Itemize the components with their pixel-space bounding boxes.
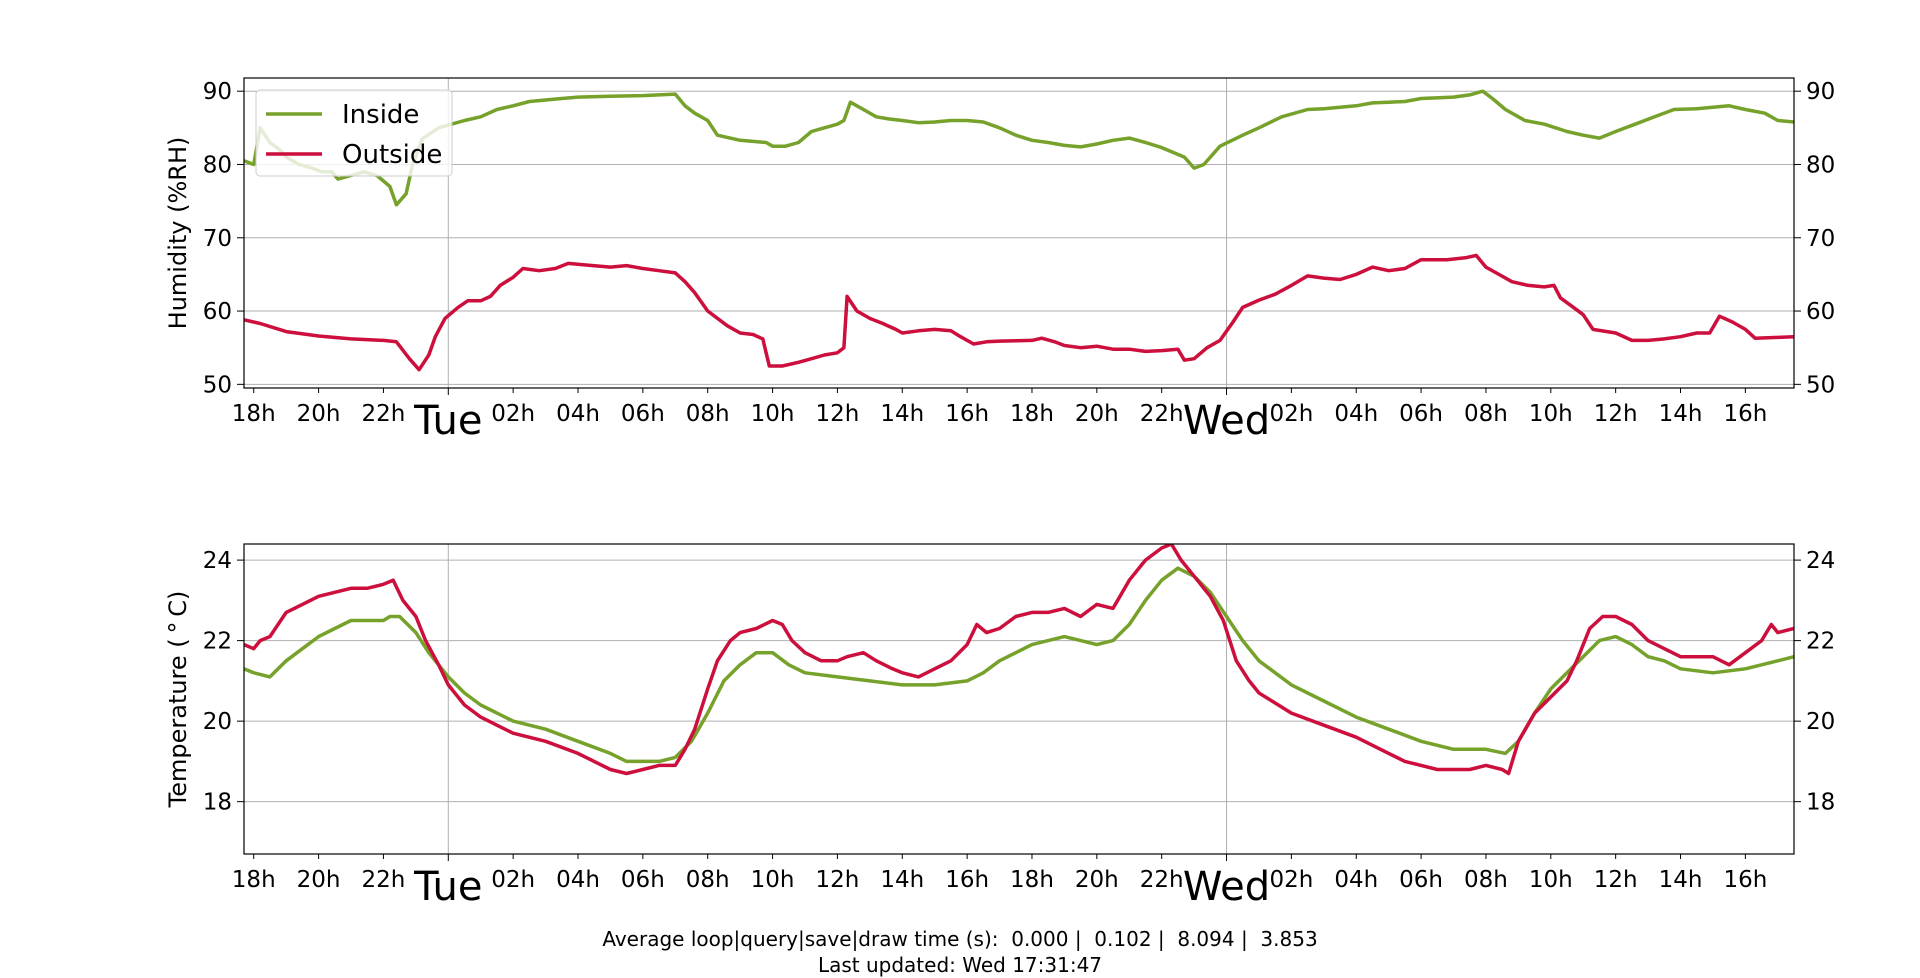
- series-line-inside: [244, 89, 1794, 207]
- plot-frame: [243, 543, 1795, 855]
- x-tick-label: 10h: [1529, 401, 1573, 427]
- x-tick-label: 14h: [880, 867, 924, 893]
- day-label: Tue: [413, 864, 482, 910]
- y-tick-label-left: 20: [203, 709, 232, 735]
- legend-label-outside: Outside: [342, 140, 442, 170]
- x-tick-label: 02h: [1269, 867, 1313, 893]
- x-tick-label: 22h: [362, 867, 406, 893]
- temperature-chart: 18 18 20 20 22 22 24 24 Tue Wed 18h 20h 22h 02h 04h 06h…: [164, 543, 1835, 910]
- y-tick-label-left: 70: [203, 226, 232, 252]
- series-line-outside: [244, 544, 1794, 776]
- x-tick-label: 10h: [751, 401, 795, 427]
- y-tick-label-right: 20: [1806, 709, 1835, 735]
- y-tick-label-right: 60: [1806, 299, 1835, 325]
- x-tick-label: 14h: [880, 401, 924, 427]
- x-tick-label: 12h: [1594, 867, 1638, 893]
- plot-frame: [243, 77, 1795, 389]
- x-tick-label: 16h: [1723, 401, 1767, 427]
- y-tick-label-left: 24: [203, 548, 232, 574]
- x-tick-label: 14h: [1659, 401, 1703, 427]
- x-tick-label: 20h: [297, 867, 341, 893]
- x-tick-label: 02h: [1269, 401, 1313, 427]
- x-tick-label: 18h: [232, 867, 276, 893]
- x-tick-label: 02h: [491, 867, 535, 893]
- y-tick-label-right: 70: [1806, 226, 1835, 252]
- x-tick-label: 10h: [751, 867, 795, 893]
- day-label: Wed: [1183, 864, 1270, 910]
- x-tick-label: 04h: [556, 867, 600, 893]
- x-tick-label: 16h: [945, 401, 989, 427]
- x-tick-label: 06h: [1399, 867, 1443, 893]
- footer: Average loop|query|save|draw time (s): 0…: [0, 926, 1920, 978]
- series-line-outside: [244, 253, 1794, 372]
- y-tick-label-left: 18: [203, 790, 232, 816]
- legend-label-inside: Inside: [342, 100, 419, 130]
- x-tick-label: 08h: [686, 867, 730, 893]
- x-tick-label: 08h: [686, 401, 730, 427]
- x-tick-label: 20h: [1075, 401, 1119, 427]
- x-tick-label: 06h: [1399, 401, 1443, 427]
- x-tick-label: 02h: [491, 401, 535, 427]
- x-tick-label: 20h: [297, 401, 341, 427]
- x-tick-label: 06h: [621, 401, 665, 427]
- day-label: Wed: [1183, 398, 1270, 444]
- x-tick-label: 12h: [815, 867, 859, 893]
- x-tick-label: 06h: [621, 867, 665, 893]
- legend: Inside Outside: [255, 89, 453, 177]
- y-tick-label-left: 60: [203, 299, 232, 325]
- y-tick-label-right: 24: [1806, 548, 1835, 574]
- x-tick-label: 18h: [1010, 401, 1054, 427]
- x-tick-label: 04h: [1334, 401, 1378, 427]
- y-tick-label-right: 50: [1806, 372, 1835, 398]
- y-tick-label-left: 50: [203, 372, 232, 398]
- y-axis-label: Temperature ( ° C): [164, 591, 192, 809]
- day-label: Tue: [413, 398, 482, 444]
- x-tick-label: 22h: [362, 401, 406, 427]
- x-tick-label: 10h: [1529, 867, 1573, 893]
- y-axis-label: Humidity (%RH): [164, 137, 192, 330]
- x-tick-label: 20h: [1075, 867, 1119, 893]
- x-tick-label: 12h: [1594, 401, 1638, 427]
- humidity-chart: 50 50 60 60 70 70 80 80 90 90 Tue Wed 18h 20h 22h 02h 04…: [164, 77, 1835, 444]
- x-tick-label: 08h: [1464, 401, 1508, 427]
- x-tick-label: 04h: [556, 401, 600, 427]
- x-tick-label: 22h: [1140, 867, 1184, 893]
- y-tick-label-right: 90: [1806, 79, 1835, 105]
- x-tick-label: 14h: [1659, 867, 1703, 893]
- last-updated-text: Last updated: Wed 17:31:47: [817, 953, 1103, 977]
- y-tick-label-left: 80: [203, 152, 232, 178]
- series-line-inside: [244, 566, 1794, 764]
- x-tick-label: 16h: [1723, 867, 1767, 893]
- y-tick-label-left: 22: [203, 629, 232, 655]
- y-tick-label-left: 90: [203, 79, 232, 105]
- x-tick-label: 12h: [815, 401, 859, 427]
- x-tick-label: 04h: [1334, 867, 1378, 893]
- timing-text: Average loop|query|save|draw time (s): 0…: [602, 927, 1318, 951]
- x-tick-label: 16h: [945, 867, 989, 893]
- x-tick-label: 08h: [1464, 867, 1508, 893]
- y-tick-label-right: 22: [1806, 629, 1835, 655]
- x-tick-label: 18h: [232, 401, 276, 427]
- x-tick-label: 22h: [1140, 401, 1184, 427]
- x-tick-label: 18h: [1010, 867, 1054, 893]
- y-tick-label-right: 80: [1806, 152, 1835, 178]
- y-tick-label-right: 18: [1806, 790, 1835, 816]
